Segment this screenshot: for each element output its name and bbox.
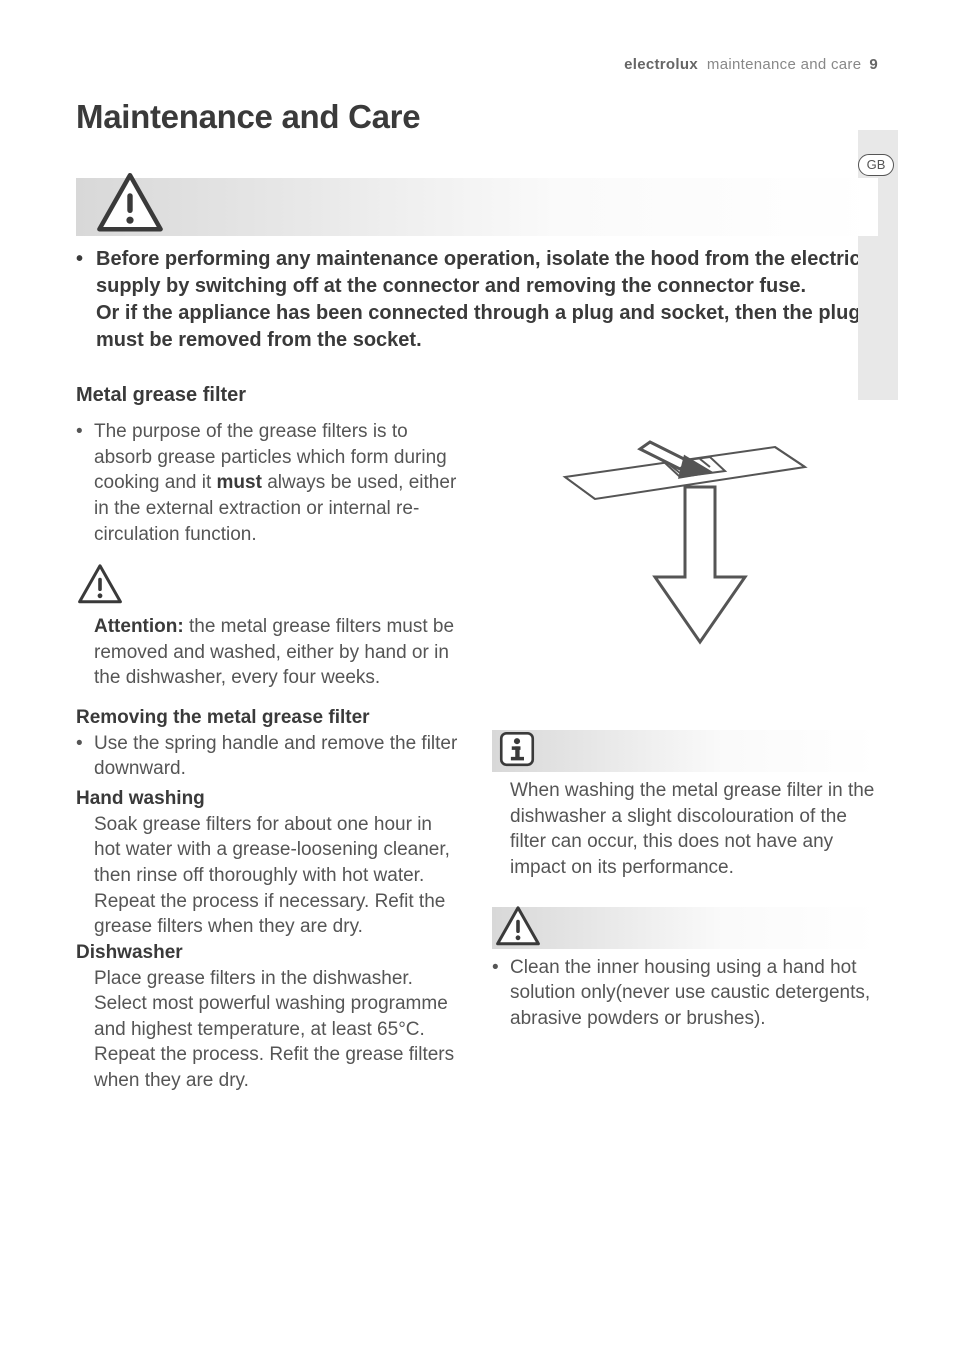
info-icon [496, 728, 538, 770]
bullet: • [76, 419, 94, 547]
warning-icon [94, 168, 166, 240]
section-label: maintenance and care [707, 56, 861, 73]
warning-icon [494, 903, 542, 951]
spacer [492, 690, 878, 730]
filter-removal-diagram [492, 427, 878, 672]
dish-text: Place grease filters in the dishwasher. … [76, 966, 462, 1094]
brand-label: electrolux [624, 56, 698, 73]
bullet: • [76, 246, 96, 354]
hand-heading: Hand washing [76, 786, 462, 812]
purpose-list: • The purpose of the grease filters is t… [76, 419, 462, 547]
right-column: When washing the metal grease filter in … [492, 419, 878, 1094]
warning-icon-row [76, 561, 462, 614]
dishwasher-block: Dishwasher Place grease filters in the d… [76, 940, 462, 1094]
bullet: • [76, 731, 94, 782]
dish-heading: Dishwasher [76, 940, 462, 966]
purpose-text: The purpose of the grease filters is to … [94, 419, 462, 547]
attention-block: Attention: the metal grease filters must… [76, 614, 462, 691]
removing-text: Use the spring handle and remove the fil… [94, 731, 462, 782]
subheading-metal-grease: Metal grease filter [76, 384, 878, 407]
clean-list: • Clean the inner housing using a hand h… [492, 955, 878, 1032]
left-column: • The purpose of the grease filters is t… [76, 419, 462, 1094]
language-badge: GB [858, 154, 894, 176]
page-title: Maintenance and Care [76, 98, 878, 136]
intro-line2: Or if the appliance has been connected t… [96, 302, 861, 351]
running-header: electrolux maintenance and care 9 [624, 56, 878, 73]
spacer [492, 881, 878, 907]
intro-line1: Before performing any maintenance operat… [96, 248, 877, 297]
two-column-layout: • The purpose of the grease filters is t… [76, 419, 878, 1094]
bullet: • [492, 955, 510, 1032]
clean-text: Clean the inner housing using a hand hot… [510, 955, 878, 1032]
info-banner [492, 730, 878, 772]
warning-icon [76, 561, 124, 609]
warning-banner-small [492, 907, 878, 949]
hand-washing-block: Hand washing Soak grease filters for abo… [76, 786, 462, 940]
attention-label: Attention: [94, 616, 184, 637]
page-number: 9 [869, 56, 878, 73]
hand-text: Soak grease filters for about one hour i… [76, 812, 462, 940]
warning-banner [76, 178, 878, 236]
info-text: When washing the metal grease filter in … [492, 778, 878, 881]
removing-heading: Removing the metal grease filter [76, 705, 462, 731]
removing-block: Removing the metal grease filter • Use t… [76, 705, 462, 782]
page-container: electrolux maintenance and care 9 GB Main… [0, 0, 954, 1134]
intro-warning-text: • Before performing any maintenance oper… [76, 246, 878, 354]
